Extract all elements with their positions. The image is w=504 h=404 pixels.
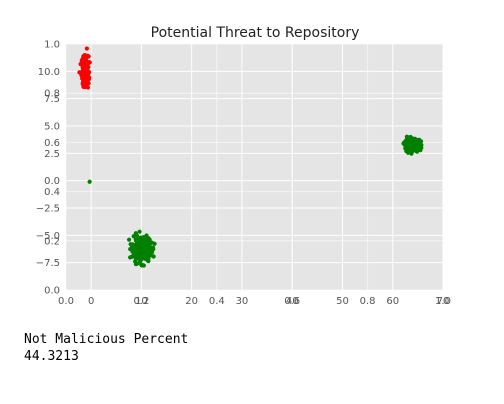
scatter-point xyxy=(146,235,151,241)
scatter-points xyxy=(77,46,424,268)
scatter-point xyxy=(86,71,91,76)
scatter-point xyxy=(87,179,92,184)
y-tick-label: 10.0 xyxy=(38,67,60,78)
scatter-point xyxy=(84,46,89,51)
y-tick-label: −5.0 xyxy=(36,231,60,242)
overlay-y-tick-label: 0.0 xyxy=(44,286,60,297)
scatter-point xyxy=(131,234,136,239)
y-tick-label: 7.5 xyxy=(44,94,60,105)
scatter-point xyxy=(409,151,414,156)
chart: Potential Threat to Repository 0 10 20 30 40… xyxy=(36,25,451,308)
scatter-point xyxy=(147,239,152,244)
scatter-point xyxy=(137,229,142,234)
x-tick-label: 40 xyxy=(286,296,299,307)
scatter-point xyxy=(146,253,151,259)
scatter-point xyxy=(409,143,414,148)
y-tick-label: −7.5 xyxy=(36,258,60,269)
y-tick-label: 0.0 xyxy=(44,176,60,187)
scatter-point xyxy=(415,146,421,152)
scatter-point xyxy=(403,146,408,151)
y-tick-label: 5.0 xyxy=(44,122,60,133)
scatter-point xyxy=(141,236,146,241)
scatter-point xyxy=(145,245,150,250)
chart-title: Potential Threat to Repository xyxy=(151,25,360,41)
scatter-point xyxy=(81,76,86,81)
x-tick-label: 0 xyxy=(88,296,94,307)
x-tick-label: 30 xyxy=(236,296,249,307)
scatter-point xyxy=(409,140,414,145)
output-value: 44.3213 xyxy=(24,349,79,364)
y-tick-label: 2.5 xyxy=(44,149,60,160)
overlay-x-tick-label: 0.8 xyxy=(360,296,376,307)
overlay-y-tick-label: 1.0 xyxy=(44,40,60,51)
console-output: Not Malicious Percent 44.3213 xyxy=(24,331,188,365)
scatter-point xyxy=(83,84,88,89)
scatter-point xyxy=(151,254,156,259)
overlay-y-tick-label: 0.6 xyxy=(44,138,60,149)
scatter-point xyxy=(137,248,143,253)
scatter-point xyxy=(145,249,151,254)
overlay-x-tick-label: 0.0 xyxy=(58,296,74,307)
scatter-point xyxy=(152,241,157,246)
scatter-point xyxy=(136,243,141,248)
scatter-point xyxy=(86,60,91,65)
scatter-point xyxy=(135,233,140,239)
scatter-point xyxy=(83,73,89,79)
x-tick-label: 10 xyxy=(135,296,148,307)
scatter-point xyxy=(133,253,139,258)
overlay-y-tick-label: 0.2 xyxy=(44,236,60,247)
scatter-point xyxy=(132,249,137,254)
scatter-point xyxy=(415,140,420,145)
grid xyxy=(65,43,444,291)
x-tick-label: 70 xyxy=(437,296,450,307)
scatter-point xyxy=(132,243,137,248)
scatter-point xyxy=(144,241,149,246)
scatter-point xyxy=(84,55,89,60)
tick-labels: 0 10 20 30 40 50 60 70 −7.5 −5.0 −2.5 0.0 2.5 5.0 7.5 1… xyxy=(36,40,451,308)
plot-area xyxy=(66,44,443,290)
overlay-x-tick-label: 0.4 xyxy=(209,296,225,307)
overlay-y-tick-label: 0.4 xyxy=(44,187,60,198)
scatter-point xyxy=(139,242,144,247)
x-tick-label: 50 xyxy=(336,296,349,307)
output-label: Not Malicious Percent xyxy=(24,332,189,347)
scatter-point xyxy=(137,255,143,260)
scatter-point xyxy=(126,237,132,242)
scatter-point xyxy=(80,63,85,69)
x-tick-label: 60 xyxy=(386,296,399,307)
scatter-point xyxy=(129,254,134,260)
overlay-x-tick-label: 1.0 xyxy=(435,296,451,307)
y-tick-label: −2.5 xyxy=(36,204,60,215)
scatter-point xyxy=(141,263,146,268)
overlay-y-tick-label: 0.8 xyxy=(44,89,60,100)
x-tick-label: 20 xyxy=(185,296,198,307)
overlay-x-tick-label: 0.2 xyxy=(133,296,149,307)
scatter-point xyxy=(133,262,139,267)
scatter-point xyxy=(83,67,88,72)
scatter-point xyxy=(142,250,147,255)
overlay-x-tick-label: 0.6 xyxy=(284,296,300,307)
scatter-point xyxy=(151,247,156,252)
